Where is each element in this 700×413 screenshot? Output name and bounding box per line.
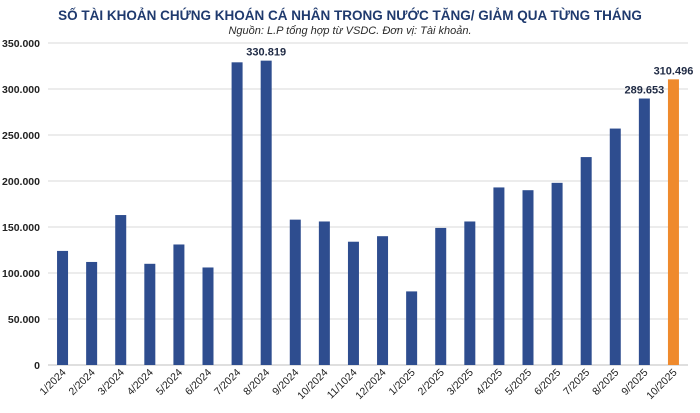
x-tick-label: 5/2025	[503, 367, 534, 398]
x-tick-label: 4/2025	[474, 367, 505, 398]
bar-8-2024	[260, 60, 272, 366]
x-tick-label: 6/2025	[532, 367, 563, 398]
x-tick-label: 6/2024	[183, 367, 214, 398]
data-label: 330.819	[246, 47, 286, 59]
x-tick-label: 4/2024	[125, 367, 156, 398]
bar-5-2024	[173, 244, 185, 365]
bar-11-1024	[347, 241, 359, 365]
bar-4-2025	[493, 187, 505, 365]
y-tick-label: 150.000	[2, 222, 40, 234]
chart-subtitle: Nguồn: L.P tổng hợp từ VSDC. Đơn vị: Tài…	[228, 25, 472, 37]
x-tick-label: 2/2025	[416, 367, 447, 398]
bar-1-2025	[406, 291, 418, 365]
x-tick-label: 11/1024	[325, 367, 360, 402]
y-tick-label: 250.000	[2, 130, 40, 142]
bar-9-2024	[289, 219, 301, 365]
bar-4-2024	[144, 263, 156, 365]
x-tick-label: 10/2025	[644, 367, 679, 402]
bar-6-2024	[202, 267, 214, 365]
y-tick-label: 100.000	[2, 268, 40, 280]
x-tick-label: 10/2024	[295, 367, 330, 402]
bar-9-2025	[638, 98, 650, 366]
x-tick-label: 8/2025	[590, 367, 621, 398]
bar-8-2025	[609, 128, 621, 365]
x-tick-label: 1/2024	[37, 367, 68, 398]
x-tick-label: 3/2025	[445, 367, 476, 398]
bar-3-2024	[115, 215, 127, 365]
bar-3-2025	[464, 221, 476, 365]
y-tick-label: 200.000	[2, 176, 40, 188]
bar-10-2024	[318, 221, 330, 365]
bar-10-2025	[667, 79, 679, 365]
data-label: 310.496	[654, 65, 694, 77]
y-tick-label: 0	[34, 360, 40, 372]
y-tick-label: 300.000	[2, 84, 40, 96]
chart-title: SỐ TÀI KHOẢN CHỨNG KHOÁN CÁ NHÂN TRONG N…	[58, 8, 642, 23]
bar-6-2025	[551, 182, 563, 365]
data-label: 289.653	[624, 85, 664, 97]
x-tick-label: 8/2024	[241, 367, 272, 398]
bar-2-2025	[435, 227, 447, 365]
bar-7-2025	[580, 157, 592, 365]
bar-7-2024	[231, 62, 243, 365]
x-tick-label: 1/2025	[387, 367, 418, 398]
x-tick-label: 2/2024	[67, 367, 98, 398]
x-tick-label: 12/2024	[353, 367, 388, 402]
bar-12-2024	[377, 236, 389, 365]
bar-1-2024	[57, 250, 69, 365]
y-tick-label: 50.000	[8, 314, 40, 326]
x-tick-label: 7/2024	[212, 367, 243, 398]
y-tick-label: 350.000	[2, 38, 40, 50]
x-tick-label: 5/2024	[154, 367, 185, 398]
bar-5-2025	[522, 190, 534, 365]
bar-2-2024	[86, 261, 98, 365]
x-tick-label: 7/2025	[561, 367, 592, 398]
x-tick-label: 3/2024	[96, 367, 127, 398]
